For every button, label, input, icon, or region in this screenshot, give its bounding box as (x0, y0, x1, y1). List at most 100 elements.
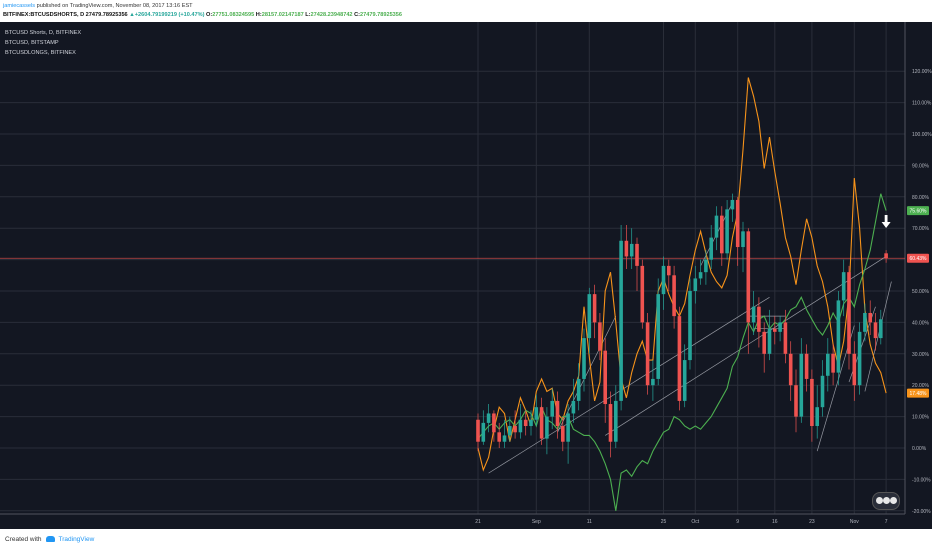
candle-body (741, 231, 745, 248)
arrow-up-icon: ▲ (129, 12, 135, 18)
y-tick-label: 40.00% (912, 320, 930, 326)
candle-body (508, 426, 512, 436)
y-tick-label: 100.00% (912, 132, 932, 138)
candle-body (492, 413, 496, 433)
publish-info: jamiecassels published on TradingView.co… (3, 2, 193, 10)
candle-body (757, 306, 761, 332)
arrow-down-icon (881, 215, 891, 229)
candle-body (693, 278, 698, 291)
y-tick-label: 80.00% (912, 195, 930, 201)
candle-body (592, 294, 597, 323)
trend-line (557, 315, 617, 433)
author-link[interactable]: jamiecassels (3, 3, 36, 9)
candle-body (879, 319, 883, 339)
candle-body (624, 240, 629, 257)
candle-body (529, 419, 533, 427)
price-label-box (907, 206, 929, 216)
candle-body (677, 316, 682, 401)
candle-body (656, 294, 660, 379)
candle-body (555, 400, 560, 427)
published-text: published on TradingView.com, November 0… (36, 3, 193, 9)
legend: BTCUSD Shorts, D, BITFINEX BTCUSD, BITST… (5, 28, 81, 58)
candle-body (635, 243, 639, 266)
price-label: 75.60% (910, 209, 928, 215)
low-label: L: (305, 12, 311, 18)
candle-body (534, 407, 539, 420)
candle-body (857, 331, 862, 386)
x-tick-label: 23 (809, 519, 815, 525)
candle-body (799, 353, 804, 417)
candle-body (720, 215, 724, 254)
y-tick-label: 0.00% (912, 446, 927, 452)
candle-body (608, 404, 613, 442)
x-tick-label: Nov (850, 519, 859, 525)
tradingview-link[interactable]: TradingView (58, 536, 95, 543)
open-label: O: (206, 12, 213, 18)
candle-body (709, 237, 713, 260)
trend-line (605, 256, 887, 436)
candle-body (725, 209, 729, 254)
x-tick-label: Sep (532, 519, 541, 525)
chart-pane[interactable]: 120.00%110.00%100.00%90.00%80.00%70.00%6… (0, 22, 932, 529)
candle-body (640, 265, 645, 323)
candle-body (751, 306, 756, 323)
legend-item-longs[interactable]: BTCUSDLONGS, BITFINEX (5, 50, 76, 56)
candle-body (550, 400, 554, 417)
candle-body (629, 243, 634, 257)
candle-body (566, 413, 570, 442)
candle-body (820, 375, 825, 408)
trend-line (864, 281, 892, 392)
x-tick-label: Oct (691, 519, 699, 525)
candle-body (598, 322, 602, 351)
candle-body (852, 353, 857, 386)
candle-body (847, 272, 851, 354)
candle-body (571, 400, 576, 414)
candle-body (661, 265, 666, 295)
candle-body (783, 322, 788, 354)
candle-body (698, 272, 703, 279)
x-tick-label: 11 (587, 519, 592, 525)
candle-body (704, 259, 708, 273)
price-label-box (907, 388, 929, 398)
y-tick-label: -20.00% (912, 509, 931, 515)
candle-body (836, 300, 841, 373)
price-label: 60.43% (910, 256, 928, 262)
open-value: 27751.08324595 (212, 12, 255, 18)
candle-body (672, 275, 676, 317)
candle-body (513, 426, 517, 433)
x-tick-label: 7 (885, 519, 888, 525)
y-tick-label: 30.00% (912, 352, 930, 358)
candle-body (682, 360, 687, 401)
footer: Created with TradingView (0, 529, 932, 550)
candle-body (804, 353, 809, 379)
chat-bubble-icon[interactable] (872, 492, 900, 510)
tradingview-logo-icon (45, 536, 55, 542)
y-tick-label: 20.00% (912, 383, 930, 389)
x-tick-label: 9 (736, 519, 739, 525)
candle-body (773, 328, 777, 332)
candle-body (746, 231, 751, 323)
high-label: H: (255, 12, 262, 18)
candle-body (645, 322, 650, 386)
candle-body (545, 416, 549, 439)
legend-item-shorts[interactable]: BTCUSD Shorts, D, BITFINEX (5, 30, 82, 36)
close-label: C: (354, 12, 361, 18)
publish-header: jamiecassels published on TradingView.co… (0, 0, 932, 22)
candle-body (518, 419, 523, 433)
candle-body (539, 407, 544, 439)
candle-body (810, 378, 814, 427)
candle-body (688, 291, 692, 361)
candle-body (523, 419, 528, 427)
low-value: 27428.23948742 (310, 12, 353, 18)
candle-body (587, 294, 592, 339)
high-value: 28157.02147187 (261, 12, 304, 18)
last-price: 27479.78925356 (85, 12, 128, 18)
candle-body (619, 240, 623, 401)
legend-item-btcusd[interactable]: BTCUSD, BITSTAMP (5, 40, 59, 46)
candle-body (714, 215, 719, 238)
price-label-box (907, 253, 929, 263)
candle-body (762, 331, 766, 354)
candle-body (481, 422, 486, 442)
candle-body (826, 353, 830, 376)
price-chart[interactable]: 120.00%110.00%100.00%90.00%80.00%70.00%6… (0, 22, 932, 529)
